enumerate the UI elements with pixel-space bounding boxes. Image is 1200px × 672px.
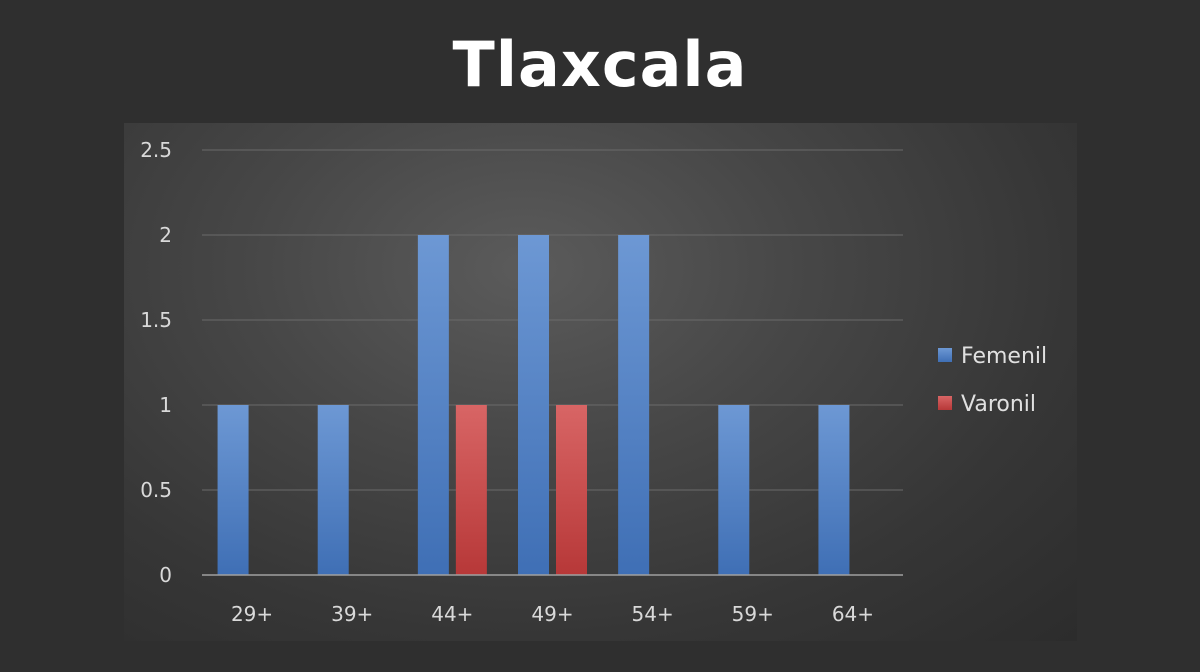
chart-area	[124, 123, 1077, 641]
y-tick-label: 1.5	[140, 308, 172, 332]
y-tick-label: 2.5	[140, 138, 172, 162]
axes: 0 0.5 1 1.5 2 2.5 29+ 39+ 44+ 49+ 54+ 59+ 64+	[140, 138, 903, 626]
bar-femenil-59plus	[718, 405, 750, 575]
x-tick-label: 29+	[231, 602, 273, 626]
y-tick-label: 2	[159, 223, 172, 247]
chart-title: Tlaxcala	[452, 28, 748, 101]
bar-femenil-29plus	[217, 405, 249, 575]
bar-femenil-64plus	[818, 405, 850, 575]
legend: Femenil Varonil	[938, 344, 1047, 417]
x-tick-label: 44+	[431, 602, 473, 626]
bar-femenil-49plus	[518, 235, 549, 575]
y-tick-label: 1	[159, 393, 172, 417]
gridlines	[202, 149, 903, 491]
bars	[217, 235, 850, 575]
x-tick-label: 64+	[832, 602, 874, 626]
legend-swatch-varonil	[938, 396, 952, 410]
x-tick-label: 49+	[531, 602, 573, 626]
legend-swatch-femenil	[938, 348, 952, 362]
bar-femenil-54plus	[618, 235, 650, 575]
bar-femenil-44plus	[417, 235, 449, 575]
bar-varonil-49plus	[556, 405, 587, 575]
legend-label-femenil: Femenil	[961, 344, 1047, 369]
bar-varonil-44plus	[455, 405, 487, 575]
y-tick-label: 0	[159, 563, 172, 587]
bar-femenil-39plus	[317, 405, 349, 575]
x-tick-label: 54+	[632, 602, 674, 626]
legend-label-varonil: Varonil	[961, 392, 1036, 417]
x-tick-label: 59+	[732, 602, 774, 626]
y-tick-label: 0.5	[140, 478, 172, 502]
x-tick-label: 39+	[331, 602, 373, 626]
